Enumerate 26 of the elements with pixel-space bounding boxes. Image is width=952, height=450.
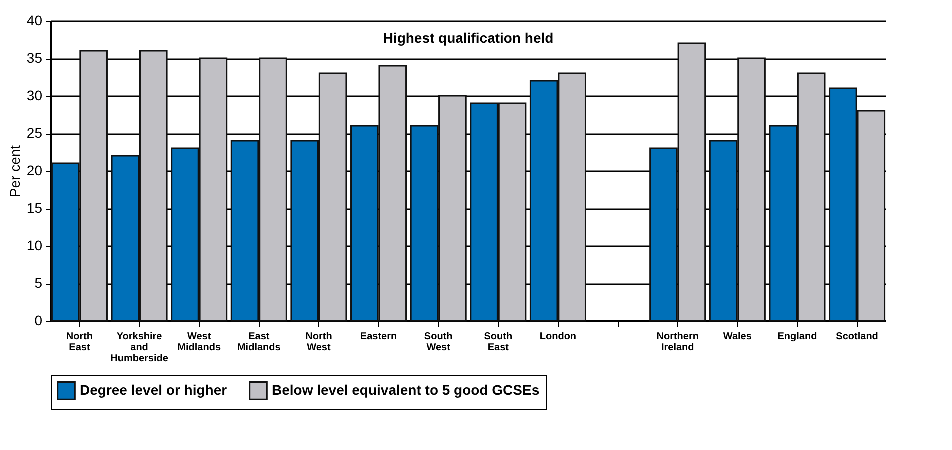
y-axis-title: Per cent <box>6 145 23 198</box>
y-tick-label: 20 <box>26 162 43 178</box>
x-tick-label: South East <box>484 332 513 354</box>
legend-label: Degree level or higher <box>80 382 228 398</box>
legend-label: Below level equivalent to 5 good GCSEs <box>272 382 540 398</box>
x-tick-label: North East <box>66 332 94 354</box>
x-tick-label: England <box>778 332 818 342</box>
x-tick-label: Northern Ireland <box>656 332 699 354</box>
x-tick-label: South West <box>424 332 453 354</box>
annotation: Highest qualification held <box>383 30 554 46</box>
x-tick-label: Yorkshire and Humberside <box>110 332 169 364</box>
x-tick-label: Eastern <box>360 332 398 342</box>
y-tick-label: 40 <box>26 12 43 28</box>
y-tick-label: 10 <box>26 238 43 254</box>
x-tick-label: North West <box>306 332 332 354</box>
x-tick-label: Scotland <box>836 332 878 342</box>
y-tick-label: 15 <box>26 200 43 216</box>
x-tick-label: West Midlands <box>178 332 222 354</box>
y-tick-label: 25 <box>26 125 43 141</box>
x-tick-label: Wales <box>723 332 752 342</box>
y-tick-label: 35 <box>26 50 43 66</box>
y-tick-label: 0 <box>34 312 43 328</box>
y-tick-label: 30 <box>26 88 43 104</box>
x-tick-label: London <box>540 332 577 342</box>
x-tick-label: East Midlands <box>237 332 282 354</box>
y-tick-label: 5 <box>34 275 43 291</box>
